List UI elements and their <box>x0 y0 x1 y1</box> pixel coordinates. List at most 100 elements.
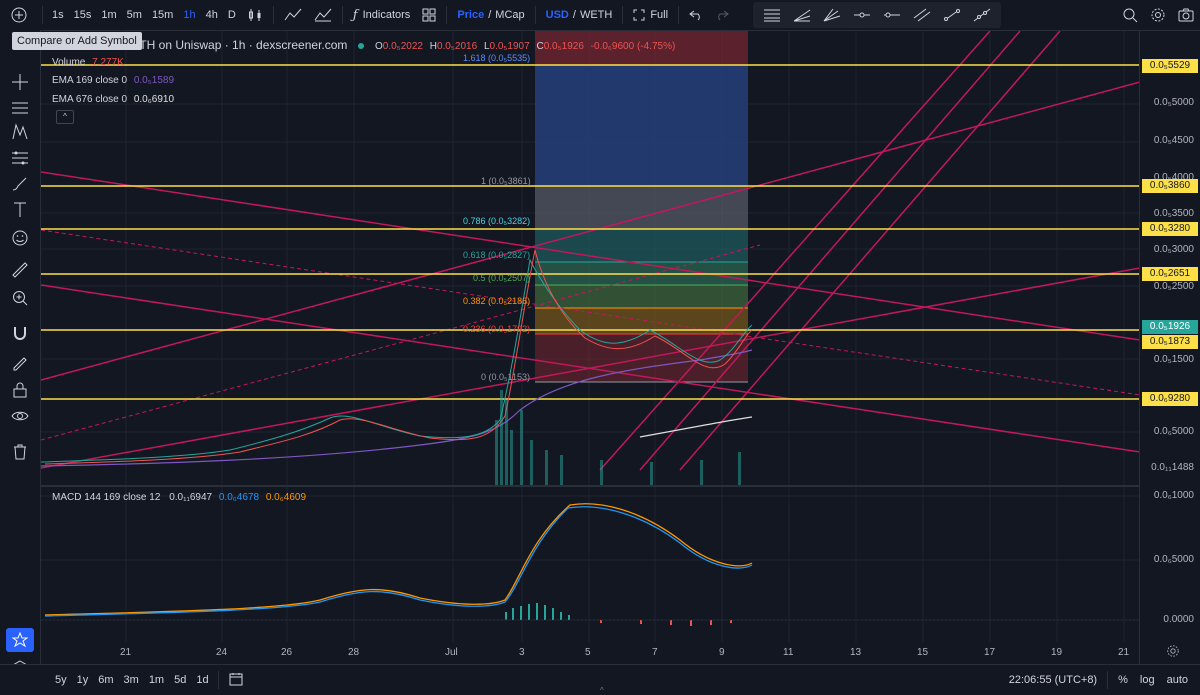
usd-label[interactable]: USD <box>545 9 569 21</box>
time-tick: 24 <box>216 647 228 658</box>
price-tick: 0.0₅3000 <box>1153 244 1194 255</box>
macd-label: MACD 144 169 close 12 <box>52 492 161 503</box>
auto-toggle[interactable]: auto <box>1166 674 1188 686</box>
currency-toggle[interactable]: USD / WETH <box>540 0 619 30</box>
price-tick: 0.0₅3500 <box>1153 208 1194 219</box>
toolbar-divider <box>678 6 680 24</box>
macd-tick: 0.0₆5000 <box>1153 554 1194 565</box>
toolbar-divider <box>534 6 536 24</box>
visibility-tool[interactable] <box>6 404 34 428</box>
date-range-button[interactable] <box>223 672 249 689</box>
delete-tool[interactable] <box>6 440 34 464</box>
fib-zone-teal <box>535 229 748 262</box>
time-tick: Jul <box>445 647 458 658</box>
low-value: 0.0₅1907 <box>489 41 530 52</box>
brush-icon <box>12 177 27 191</box>
emoji-tool[interactable] <box>6 226 34 250</box>
range-3m[interactable]: 3m <box>123 674 139 686</box>
search-button[interactable] <box>1116 0 1144 30</box>
candles <box>41 249 753 465</box>
crosshair-tool[interactable] <box>6 70 34 94</box>
horizontal-line-tool[interactable] <box>847 0 877 30</box>
parallel-channel-tool[interactable] <box>907 0 937 30</box>
price-tick: 0.0₅4500 <box>1153 135 1194 146</box>
undo-button[interactable] <box>683 0 709 30</box>
time-tick: 7 <box>652 647 658 658</box>
grid-icon <box>422 8 436 22</box>
extended-line-tool[interactable] <box>967 0 997 30</box>
range-1m[interactable]: 1m <box>148 674 165 686</box>
fan-tool[interactable] <box>817 0 847 30</box>
collapse-legend-button[interactable]: ^ <box>56 110 74 124</box>
brush-tool[interactable] <box>6 172 34 196</box>
layouts-button[interactable] <box>416 0 442 30</box>
macd-value-2: 0.0₆4678 <box>218 492 260 503</box>
interval-1m[interactable]: 1m <box>101 9 117 21</box>
interval-4h[interactable]: 4h <box>205 9 218 21</box>
volume-legend: Volume 7.277K <box>52 57 124 68</box>
pane-resize-handle[interactable]: ^ <box>600 686 608 695</box>
price-chart[interactable] <box>41 31 1140 642</box>
interval-15s[interactable]: 15s <box>73 9 92 21</box>
price-axis[interactable]: 0.0₅5000 0.0₅4500 0.0₅4000 0.0₅3500 0.0₅… <box>1139 30 1200 664</box>
log-toggle[interactable]: log <box>1139 674 1155 686</box>
mcap-label[interactable]: MCap <box>495 9 525 21</box>
fib-tool[interactable] <box>6 120 34 144</box>
gann-tool[interactable] <box>787 0 817 30</box>
text-tool[interactable] <box>6 198 34 222</box>
level-box: 0.0₅2651 <box>1142 267 1198 281</box>
line-chart-icon <box>284 8 302 21</box>
interval-1s[interactable]: 1s <box>52 9 64 21</box>
favorites-tool[interactable] <box>6 628 34 652</box>
interval-5m[interactable]: 5m <box>126 9 142 21</box>
settings-button[interactable] <box>1144 0 1172 30</box>
fib-label-0: 0 (0.0₅1153) <box>481 372 530 382</box>
range-6m[interactable]: 6m <box>98 674 114 686</box>
price-tick: 0.0₅2500 <box>1153 281 1194 292</box>
add-symbol-button[interactable] <box>0 0 38 30</box>
zoom-tool[interactable] <box>6 286 34 310</box>
fullscreen-button[interactable]: Full <box>627 0 674 30</box>
clock-time[interactable]: 22:06:55 (UTC+8) <box>1008 674 1098 686</box>
interval-15m[interactable]: 15m <box>151 9 174 21</box>
axis-settings-button[interactable] <box>1166 644 1180 663</box>
crosshair-icon <box>12 74 28 90</box>
ray-tool[interactable] <box>877 0 907 30</box>
line-chart-button[interactable] <box>278 0 308 30</box>
range-5y[interactable]: 5y <box>55 674 67 686</box>
redo-button[interactable] <box>709 0 735 30</box>
fib-retracement-tool[interactable] <box>757 0 787 30</box>
time-axis[interactable]: 21 24 26 28 Jul 3 5 7 9 11 13 15 17 19 2… <box>40 642 1140 664</box>
extended-line-icon <box>973 8 991 22</box>
range-1d[interactable]: 1d <box>196 674 209 686</box>
fib-icon <box>764 9 781 22</box>
ray-icon <box>884 12 901 18</box>
tooltip-compare: Compare or Add Symbol <box>12 32 142 50</box>
lock-tool[interactable] <box>6 378 34 402</box>
fib-zone-lightgreen <box>535 285 748 308</box>
price-mcap-toggle[interactable]: Price / MCap <box>451 0 530 30</box>
draw-mode-tool[interactable] <box>6 350 34 374</box>
projection-tool[interactable] <box>6 146 34 170</box>
range-1y[interactable]: 1y <box>76 674 89 686</box>
toolbar-divider <box>622 6 624 24</box>
interval-D[interactable]: D <box>227 9 236 21</box>
interval-1h[interactable]: 1h <box>183 9 196 21</box>
toolbar-divider <box>446 6 448 24</box>
trend-line-tool[interactable] <box>937 0 967 30</box>
candle-type-button[interactable] <box>241 0 269 30</box>
trash-icon <box>14 444 26 460</box>
pair-title[interactable]: WETH on Uniswap · 1h · dexscreener.com <box>120 38 348 52</box>
price-tick: 0.0₅5000 <box>1153 97 1194 108</box>
range-5d[interactable]: 5d <box>174 674 187 686</box>
area-chart-button[interactable] <box>308 0 338 30</box>
weth-label[interactable]: WETH <box>579 9 613 21</box>
horizontal-lines-tool[interactable] <box>6 96 34 120</box>
screenshot-button[interactable] <box>1172 0 1200 30</box>
magnet-tool[interactable] <box>6 322 34 346</box>
ruler-tool[interactable] <box>6 258 34 282</box>
price-label[interactable]: Price <box>457 9 485 21</box>
percent-toggle[interactable]: % <box>1118 674 1128 686</box>
indicators-button[interactable]: ƒ Indicators <box>347 0 417 30</box>
undo-icon <box>689 10 700 21</box>
